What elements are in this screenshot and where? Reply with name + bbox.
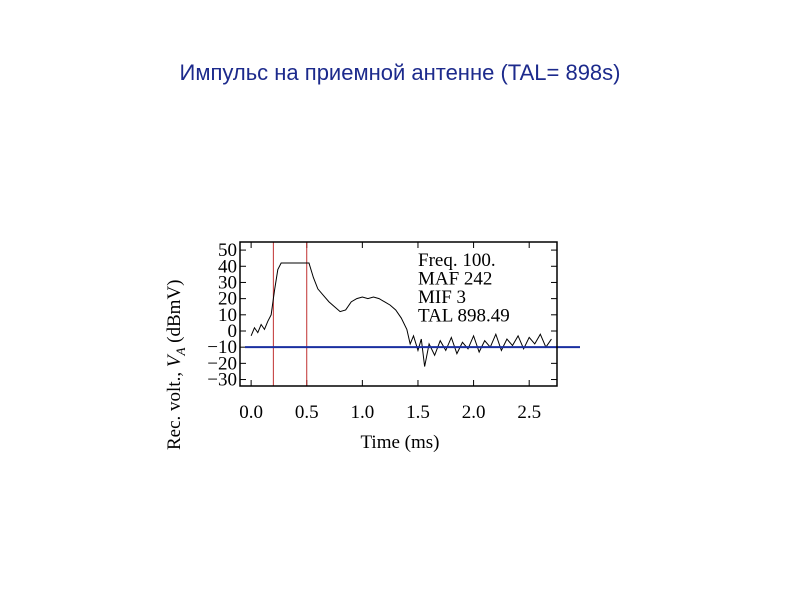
- signal-line: [250, 262, 552, 367]
- y-tick-label: 50: [218, 240, 237, 261]
- annotation: Freq. 100.: [418, 250, 496, 271]
- x-tick-label: 2.5: [517, 402, 541, 423]
- y-tick-label: −20: [207, 353, 237, 374]
- y-label-part: V: [164, 353, 185, 367]
- y-tick-label: 30: [218, 272, 237, 293]
- y-tick-label: 10: [218, 305, 237, 326]
- slide-title: Импульс на приемной антенне (TAL= 898s): [180, 60, 621, 85]
- y-label-part: (dBmV): [164, 280, 185, 348]
- x-tick-label: 0.5: [295, 402, 319, 423]
- x-tick-label: 1.0: [350, 402, 374, 423]
- y-tick-label: −30: [207, 370, 237, 391]
- x-tick-label: 1.5: [406, 402, 430, 423]
- y-tick-label: −10: [207, 337, 237, 358]
- annotation: MAF 242: [418, 269, 492, 290]
- y-label-part: A: [173, 348, 188, 357]
- annotation: TAL 898.49: [418, 306, 510, 327]
- x-axis-label: Time (ms): [360, 432, 439, 453]
- y-label-part: Rec. volt.,: [164, 367, 185, 450]
- x-tick-label: 2.0: [462, 402, 486, 423]
- y-axis-label: Rec. volt., VA (dBmV): [164, 280, 188, 451]
- y-tick-label: 40: [218, 256, 237, 277]
- annotation: MIF 3: [418, 287, 466, 308]
- y-tick-label: 0: [228, 321, 238, 342]
- y-tick-label: 20: [218, 289, 237, 310]
- x-tick-label: 0.0: [239, 402, 263, 423]
- plot-frame: [239, 241, 558, 387]
